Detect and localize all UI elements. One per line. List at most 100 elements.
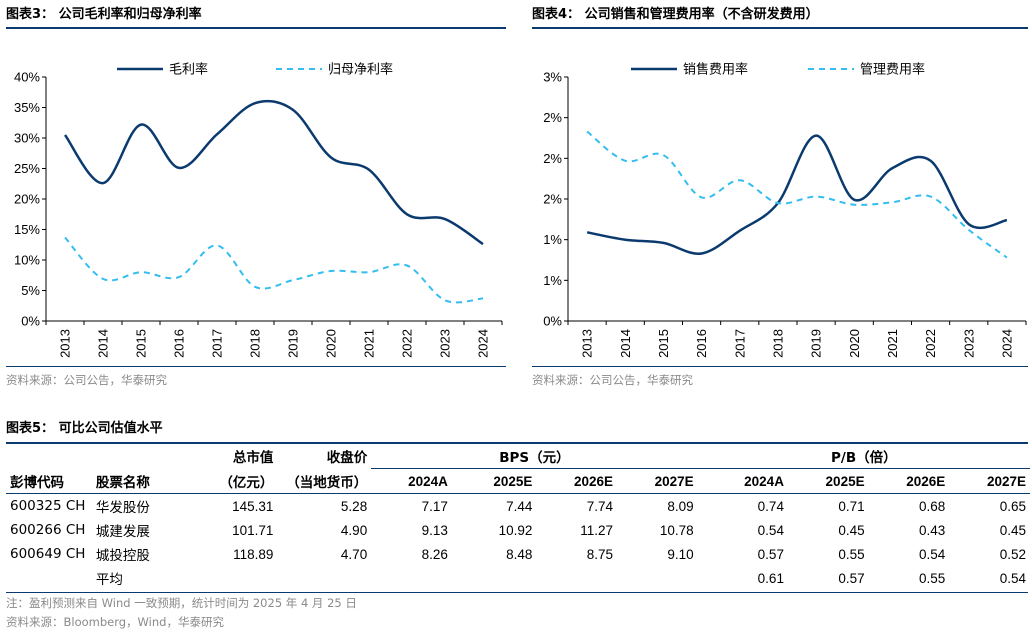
avg-pb-2027e: 0.54	[999, 570, 1026, 586]
c3-y-tick-label: 20%	[14, 192, 40, 207]
header-pb-2024a: 2024A	[744, 473, 784, 489]
header-pb-2026e: 2026E	[906, 473, 946, 489]
row-bps-2025e: 7.44	[506, 498, 533, 514]
header-mktcap: 总市值	[232, 450, 274, 467]
fig3-bottom-rule	[6, 366, 506, 367]
row-bps-2024a: 9.13	[421, 522, 448, 538]
c4-y-tick-label: 0%	[543, 314, 562, 329]
c4-y-tick-label: 2%	[543, 110, 562, 125]
row-bps-2026e: 7.74	[586, 498, 614, 514]
c4-x-tick-label: 2023	[961, 329, 976, 358]
row-name: 华发股份	[95, 500, 150, 516]
c4-y-tick-label: 2%	[543, 151, 562, 166]
header-bps-2027e: 2027E	[654, 473, 694, 489]
c3-x-tick-label: 2014	[96, 329, 111, 358]
c4-x-tick-label: 2014	[618, 329, 633, 358]
c3-y-tick-label: 5%	[21, 283, 40, 298]
row-bps-2025e: 8.48	[506, 546, 533, 562]
c3-x-tick-label: 2020	[324, 329, 339, 358]
header-bps-group: BPS（元）	[371, 444, 698, 469]
row-code: 600325 CH	[10, 498, 86, 514]
header-close-unit: （当地货币）	[286, 474, 368, 491]
header-close: 收盘价	[326, 450, 368, 467]
c3-series-solid-line	[63, 99, 484, 246]
avg-pb-2025e: 0.57	[838, 570, 865, 586]
row-pb-2024a: 0.74	[757, 498, 784, 514]
c3-y-tick-label: 15%	[14, 222, 40, 237]
row-code: 600649 CH	[10, 546, 86, 562]
header-pb-group: P/B（倍）	[697, 444, 1030, 469]
c3-x-tick-label: 2022	[400, 329, 415, 358]
c3-x-tick-label: 2016	[172, 329, 187, 358]
header-row-2: 彭博代码 股票名称 （亿元） （当地货币） 2024A 2025E 2026E …	[6, 469, 1030, 494]
c4-x-tick-label: 2016	[694, 329, 709, 358]
header-pb-2027e: 2027E	[986, 473, 1026, 489]
expense-ratio-chart: 0% 1% 1% 2% 2% 2% 3% 2013 2014 2015 2016 2017 2018 20…	[543, 62, 1027, 358]
c4-y-tick-label: 1%	[543, 273, 562, 288]
c3-legend-label: 毛利率	[169, 62, 208, 77]
c4-series-dashed-line	[586, 130, 1008, 259]
row-close: 4.70	[340, 546, 368, 562]
c4-y-tick-label: 3%	[543, 70, 562, 85]
row-pb-2027e: 0.45	[999, 522, 1026, 538]
c4-x-tick-label: 2018	[770, 329, 785, 358]
header-bps-2024a: 2024A	[408, 473, 448, 489]
row-name: 城投控股	[95, 548, 150, 564]
row-bps-2026e: 8.75	[586, 546, 614, 562]
row-pb-2027e: 0.52	[999, 546, 1026, 562]
header-pb-2025e: 2025E	[825, 473, 865, 489]
row-pb-2025e: 0.55	[838, 546, 865, 562]
row-pb-2024a: 0.57	[757, 546, 784, 562]
c4-x-tick-label: 2024	[999, 329, 1014, 358]
fig4-bottom-rule	[532, 366, 1028, 367]
fig5-source: 资料来源：Bloomberg，Wind，华泰研究	[6, 615, 224, 629]
c4-x-tick-label: 2019	[809, 329, 824, 358]
c4-x-tick-label: 2015	[656, 329, 671, 358]
fig4-source: 资料来源：公司公告，华泰研究	[532, 373, 693, 387]
c3-x-tick-label: 2015	[134, 329, 149, 358]
c3-y-tick-label: 0%	[21, 314, 40, 329]
row-pb-2026e: 0.43	[918, 522, 946, 538]
row-pb-2027e: 0.65	[999, 498, 1026, 514]
row-bps-2025e: 10.92	[498, 522, 533, 538]
row-mktcap: 118.89	[233, 546, 274, 562]
c4-x-tick-label: 2020	[847, 329, 862, 358]
average-label: 平均	[95, 572, 123, 588]
c3-y-tick-label: 40%	[14, 70, 40, 85]
valuation-table: 总市值 收盘价 BPS（元） P/B（倍） 彭博代码 股票名称 （亿元） （当地…	[6, 444, 1030, 590]
row-mktcap: 101.71	[232, 522, 274, 538]
row-code: 600266 CH	[10, 522, 86, 538]
row-pb-2025e: 0.71	[838, 498, 865, 514]
fig3-top-rule	[6, 27, 506, 29]
c3-x-tick-label: 2024	[476, 329, 491, 358]
avg-pb-2024a: 0.61	[757, 570, 784, 586]
c4-x-tick-label: 2013	[580, 329, 595, 358]
c3-x-tick-label: 2019	[286, 329, 301, 358]
c3-y-tick-label: 35%	[14, 100, 40, 115]
row-bps-2027e: 10.78	[659, 522, 694, 538]
row-mktcap: 145.31	[232, 498, 274, 514]
c4-legend-label: 管理费用率	[860, 62, 925, 77]
row-bps-2024a: 7.17	[421, 498, 448, 514]
c3-x-tick-label: 2023	[438, 329, 453, 358]
table-row: 600266 CH 城建发展 101.71 4.90 9.13 10.92 11…	[6, 518, 1030, 542]
c3-x-tick-label: 2021	[362, 329, 377, 358]
fig5-title: 图表5： 可比公司估值水平	[6, 421, 163, 436]
row-bps-2027e: 8.09	[667, 498, 694, 514]
table-row: 600649 CH 城投控股 118.89 4.70 8.26 8.48 8.7…	[6, 542, 1030, 566]
row-name: 城建发展	[95, 524, 150, 540]
fig5-bottom-rule	[6, 592, 1028, 593]
header-row-1: 总市值 收盘价 BPS（元） P/B（倍）	[6, 444, 1030, 469]
row-bps-2026e: 11.27	[580, 522, 614, 538]
fig3-source: 资料来源：公司公告，华泰研究	[6, 373, 167, 387]
row-pb-2025e: 0.45	[838, 522, 865, 538]
row-pb-2026e: 0.54	[918, 546, 946, 562]
c4-series-solid-line	[586, 134, 1008, 255]
c4-legend-label: 销售费用率	[683, 62, 748, 77]
c3-x-tick-label: 2017	[210, 329, 225, 358]
fig4-title: 图表4： 公司销售和管理费用率（不含研发费用）	[532, 7, 819, 22]
header-name: 股票名称	[95, 474, 150, 491]
header-bps-2025e: 2025E	[493, 473, 533, 489]
c4-y-tick-label: 2%	[543, 192, 562, 207]
row-close: 4.90	[340, 522, 368, 538]
